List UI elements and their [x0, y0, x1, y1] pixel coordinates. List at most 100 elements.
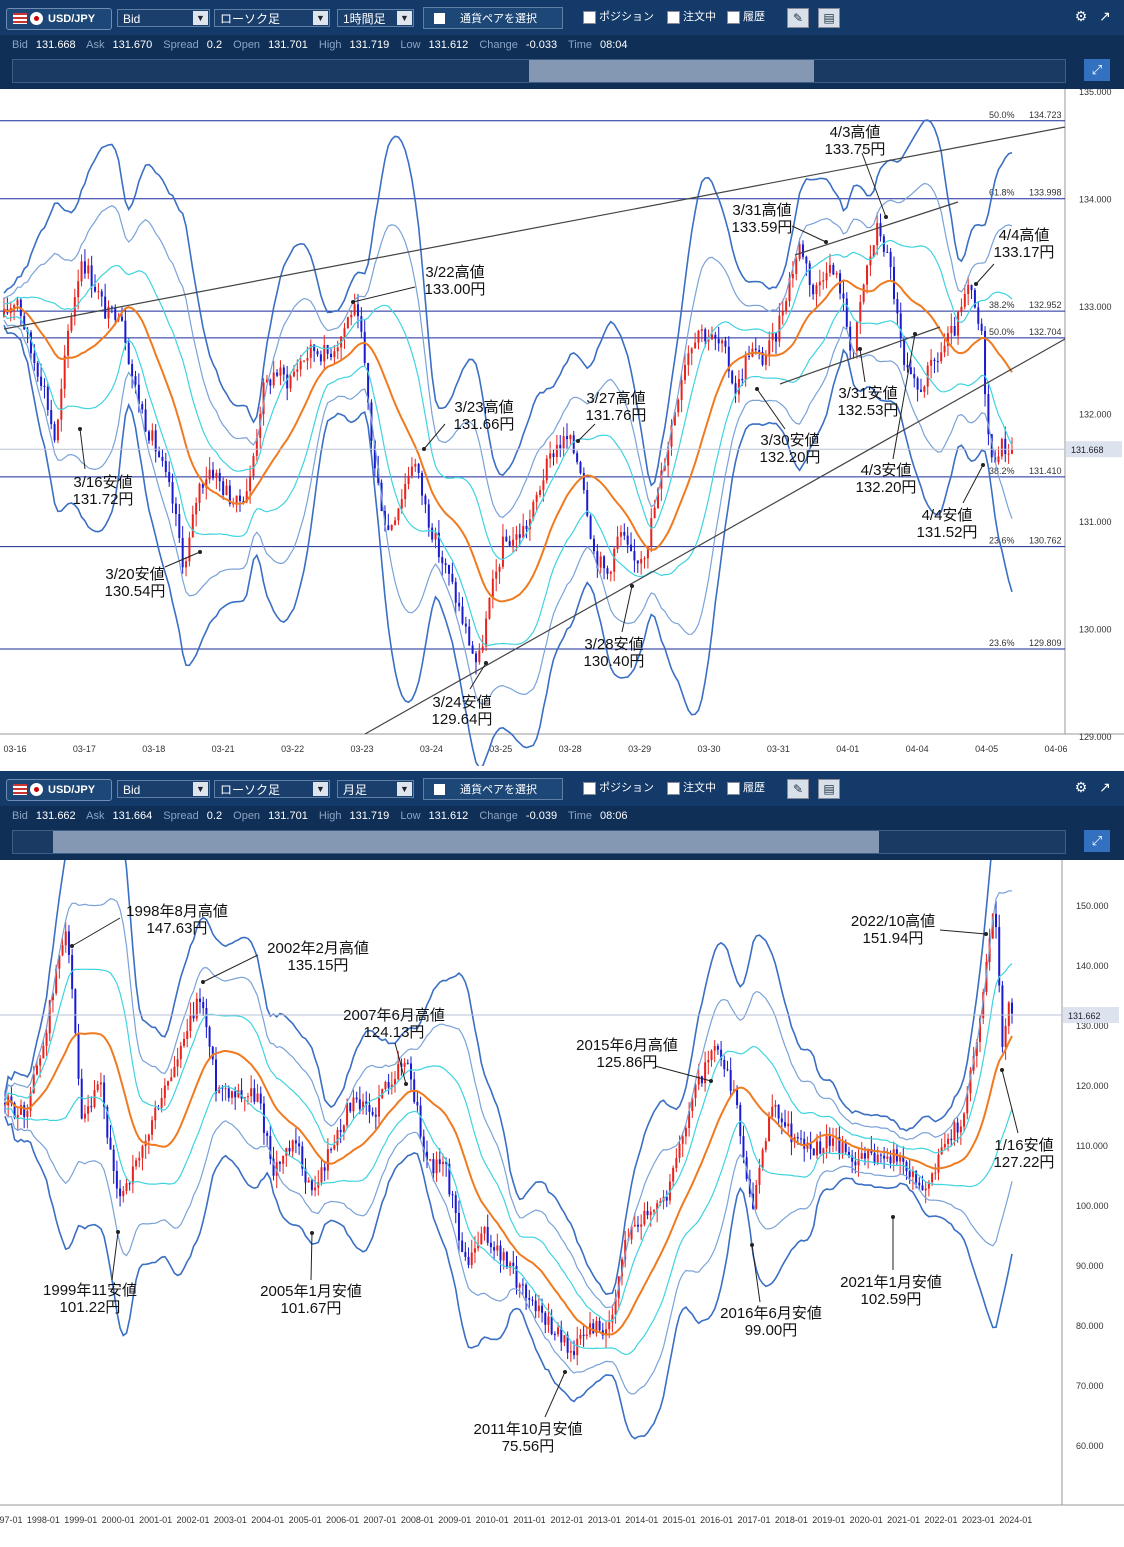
position-checkbox[interactable]: ポジション: [583, 10, 654, 24]
drawing-tool-icon[interactable]: ✎: [787, 779, 809, 799]
candle-body: [19, 1105, 22, 1115]
candle-body: [464, 623, 467, 627]
candle-body: [560, 1327, 563, 1343]
candle-body: [780, 1118, 783, 1123]
candle-body: [486, 1226, 489, 1243]
annotation-arrowhead: [750, 1243, 754, 1247]
candle-body: [710, 1050, 713, 1060]
timeframe-value: 1時間足: [343, 12, 386, 26]
moving-average-line: [4, 1032, 1013, 1336]
candle-body: [913, 374, 916, 379]
us-flag-icon: [13, 13, 27, 24]
annotation-title: 4/4高値: [999, 227, 1050, 244]
candle-body: [855, 321, 858, 352]
candle-body: [83, 261, 86, 274]
candle-body: [518, 534, 521, 538]
candle-body: [547, 1316, 550, 1325]
popout-icon[interactable]: ↗: [1099, 8, 1111, 24]
chart-navigator[interactable]: [12, 59, 1066, 83]
annotation-arrow: [310, 1232, 313, 1281]
candle-body: [785, 301, 788, 312]
orders-checkbox[interactable]: 注文中: [667, 781, 716, 795]
currency-pair-selector[interactable]: USD/JPY: [6, 8, 112, 30]
candle-body: [902, 1156, 905, 1162]
gear-icon[interactable]: ⚙: [1074, 8, 1088, 24]
timeframe-select[interactable]: 1時間足 ▼: [337, 9, 414, 27]
price-side-select[interactable]: Bid ▼: [117, 780, 210, 798]
candle-body: [128, 1183, 131, 1185]
candle-body: [990, 434, 993, 458]
window-icon[interactable]: ▤: [818, 779, 840, 799]
candle-body: [579, 462, 582, 474]
candle-body: [224, 1088, 227, 1090]
candle-body: [454, 1195, 457, 1214]
select-pair-button[interactable]: 通貨ペアを選択: [423, 7, 563, 29]
monthly-candlestick-chart: 60.000 70.000 80.000 90.000 100.000 110.000 12…: [0, 860, 1124, 1547]
candle-body: [424, 495, 427, 505]
popout-icon[interactable]: ↗: [1099, 779, 1111, 795]
annotation-price: 147.63円: [147, 920, 208, 937]
candle-body: [512, 1262, 515, 1266]
expand-icon[interactable]: ⤢: [1084, 830, 1110, 852]
candle-body: [646, 546, 649, 559]
candle-body: [633, 1224, 636, 1227]
fib-level-value: 130.762: [1029, 536, 1062, 546]
candle-body: [374, 1114, 377, 1117]
candle-body: [667, 446, 670, 466]
history-checkbox[interactable]: 履歴: [727, 781, 765, 795]
gear-icon[interactable]: ⚙: [1074, 779, 1088, 795]
annotation-arrow: [164, 551, 201, 568]
annotation-price: 130.40円: [584, 653, 645, 670]
candle-body: [319, 354, 322, 362]
annotation-title: 3/22高値: [425, 264, 484, 281]
candle-body: [806, 1142, 809, 1149]
history-checkbox[interactable]: 履歴: [727, 10, 765, 24]
candle-body: [987, 394, 990, 435]
trend-line: [3, 126, 1066, 330]
candle-body: [154, 1107, 157, 1121]
chart-navigator[interactable]: [12, 830, 1066, 854]
select-pair-label: 通貨ペアを選択: [460, 784, 537, 796]
annotation-arrowhead: [984, 932, 988, 936]
candle-body: [371, 1111, 374, 1115]
select-pair-button[interactable]: 通貨ペアを選択: [423, 778, 563, 800]
candle-body: [291, 1140, 294, 1152]
candle-body: [707, 339, 710, 342]
candle-body: [238, 495, 241, 502]
price-side-select[interactable]: Bid ▼: [117, 9, 210, 27]
chart-type-select[interactable]: ローソク足 ▼: [214, 9, 330, 27]
window-icon[interactable]: ▤: [818, 8, 840, 28]
price-side-value: Bid: [123, 12, 141, 26]
candle-body: [46, 386, 49, 411]
candle-body: [569, 435, 572, 440]
hourly-candlestick-chart: 129.000 130.000 131.000 132.000 133.000 134.0…: [0, 89, 1124, 766]
annotation-title: 2022/10高値: [851, 913, 935, 930]
currency-pair-selector[interactable]: USD/JPY: [6, 779, 112, 801]
candle-body: [729, 1070, 732, 1091]
candle-body: [525, 525, 528, 530]
candle-body: [470, 1252, 473, 1265]
fib-level-label: 50.0%: [989, 110, 1015, 120]
candle-body: [851, 1155, 854, 1162]
navigator-window[interactable]: [53, 831, 879, 853]
candle-body: [502, 1252, 505, 1261]
annotation-price: 125.86円: [597, 1054, 658, 1071]
navigator-window[interactable]: [529, 60, 814, 82]
candle-body: [282, 367, 285, 375]
candle-body: [860, 1153, 863, 1159]
pair-label: USD/JPY: [48, 784, 96, 796]
candle-body: [1007, 453, 1010, 455]
position-checkbox[interactable]: ポジション: [583, 781, 654, 795]
candle-body: [288, 1148, 291, 1152]
candle-body: [151, 1120, 154, 1135]
timeframe-select[interactable]: 月足 ▼: [337, 780, 414, 798]
chart-type-select[interactable]: ローソク足 ▼: [214, 780, 330, 798]
candle-body: [286, 374, 289, 389]
orders-checkbox[interactable]: 注文中: [667, 10, 716, 24]
expand-icon[interactable]: ⤢: [1084, 59, 1110, 81]
candle-body: [350, 314, 353, 318]
drawing-tool-icon[interactable]: ✎: [787, 8, 809, 28]
annotation-price: 131.76円: [586, 407, 647, 424]
candle-body: [122, 1190, 125, 1197]
candle-body: [164, 460, 167, 473]
